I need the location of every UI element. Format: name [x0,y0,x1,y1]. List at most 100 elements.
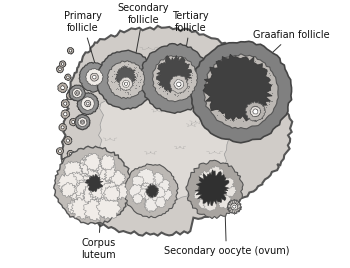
Polygon shape [78,117,87,126]
Polygon shape [245,101,266,122]
Polygon shape [91,195,105,209]
Polygon shape [65,170,88,192]
Polygon shape [201,186,212,196]
Polygon shape [208,166,224,182]
Polygon shape [99,166,116,183]
Polygon shape [170,75,188,94]
Polygon shape [141,182,153,194]
Polygon shape [250,106,261,117]
Polygon shape [77,93,99,115]
Polygon shape [116,66,136,87]
Polygon shape [79,169,100,189]
Polygon shape [64,136,72,145]
Polygon shape [56,174,64,181]
Polygon shape [81,97,95,111]
Polygon shape [145,198,159,211]
Polygon shape [90,73,98,81]
Polygon shape [107,61,145,99]
Polygon shape [100,180,120,202]
Polygon shape [205,178,217,190]
Polygon shape [83,160,104,180]
Polygon shape [210,176,222,187]
Polygon shape [67,150,74,157]
Polygon shape [95,185,116,206]
Polygon shape [227,200,241,214]
Text: Corpus
luteum: Corpus luteum [81,196,116,260]
Polygon shape [89,182,108,200]
Polygon shape [69,152,72,155]
Polygon shape [68,185,86,202]
Polygon shape [71,163,89,181]
Polygon shape [92,173,113,197]
Polygon shape [56,148,64,155]
Polygon shape [138,185,151,197]
Polygon shape [193,190,203,200]
Polygon shape [57,83,68,93]
Text: Tertiary
follicle: Tertiary follicle [173,11,209,72]
Polygon shape [137,168,155,186]
Polygon shape [54,146,132,224]
Polygon shape [80,120,85,124]
Polygon shape [72,175,96,199]
Polygon shape [132,194,143,204]
Polygon shape [70,118,77,126]
Polygon shape [75,91,80,95]
Polygon shape [85,174,103,192]
Polygon shape [195,170,229,206]
Polygon shape [146,184,159,198]
Polygon shape [67,162,83,178]
Polygon shape [215,181,229,195]
Polygon shape [99,154,115,171]
Polygon shape [56,66,64,73]
Polygon shape [144,198,159,213]
Text: Primary
follicle: Primary follicle [63,11,102,72]
Polygon shape [198,198,209,210]
Polygon shape [225,184,237,197]
Polygon shape [104,186,120,202]
Polygon shape [217,195,231,209]
Polygon shape [63,161,83,180]
Polygon shape [64,160,67,163]
Polygon shape [145,189,161,205]
Text: Secondary oocyte (ovum): Secondary oocyte (ovum) [163,212,289,256]
Polygon shape [62,26,292,236]
Polygon shape [58,68,62,71]
Polygon shape [72,180,96,203]
Text: Secondary
follicle: Secondary follicle [118,3,169,69]
Polygon shape [198,171,214,186]
Polygon shape [139,188,152,200]
Polygon shape [83,185,101,204]
Polygon shape [83,168,99,185]
Polygon shape [153,56,198,102]
Polygon shape [98,60,235,200]
Polygon shape [61,158,69,166]
Polygon shape [83,193,103,213]
Polygon shape [83,198,107,221]
Polygon shape [94,160,117,181]
Polygon shape [132,175,144,187]
Polygon shape [204,54,278,129]
Polygon shape [205,190,215,199]
Polygon shape [69,85,85,101]
Polygon shape [79,62,109,92]
Polygon shape [89,177,112,201]
Polygon shape [190,41,292,143]
Polygon shape [149,185,165,201]
Polygon shape [61,110,70,119]
Polygon shape [124,82,128,85]
Polygon shape [233,205,236,208]
Polygon shape [75,180,100,206]
Polygon shape [154,178,170,193]
Polygon shape [83,184,103,205]
Polygon shape [213,190,223,200]
Polygon shape [61,126,64,129]
Polygon shape [222,177,234,189]
Polygon shape [96,50,156,110]
Polygon shape [108,181,128,200]
Polygon shape [81,153,102,174]
Polygon shape [64,74,71,81]
Text: Graafian follicle: Graafian follicle [243,30,329,81]
Polygon shape [75,114,90,130]
Polygon shape [85,68,103,86]
Polygon shape [203,198,217,212]
